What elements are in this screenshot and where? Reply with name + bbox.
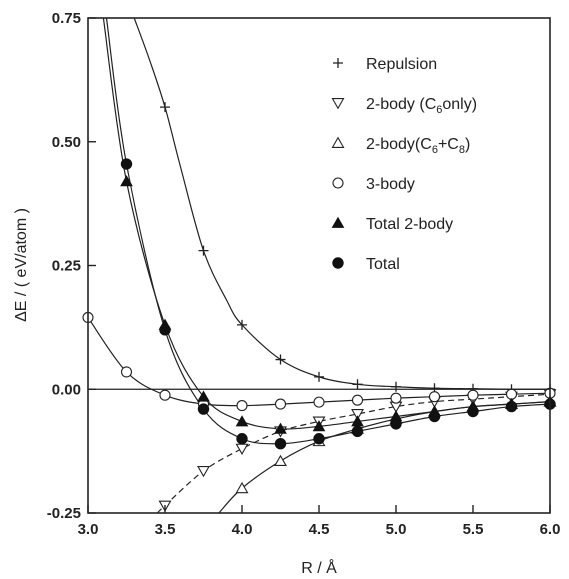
legend-label: Total <box>366 256 400 273</box>
legend-text: +C <box>438 136 459 153</box>
series-line-4 <box>103 18 550 429</box>
data-point <box>391 419 401 429</box>
data-point <box>276 355 286 365</box>
data-point <box>353 395 363 405</box>
data-point <box>160 325 170 335</box>
legend-label: Repulsion <box>366 56 437 73</box>
data-point <box>276 399 286 409</box>
legend-text: 2-body (C <box>366 96 436 113</box>
data-point <box>237 434 247 444</box>
legend-marker <box>333 178 343 188</box>
data-point <box>352 426 362 436</box>
legend-text: 2-body(C <box>366 136 432 153</box>
legend-marker <box>333 218 344 228</box>
data-point <box>275 456 286 466</box>
data-point <box>237 401 247 411</box>
y-tick-label: -0.25 <box>47 505 81 522</box>
y-axis-label: ΔE / ( eV/atom ) <box>13 208 30 322</box>
data-point <box>507 389 517 399</box>
x-tick-label: 3.5 <box>155 521 176 538</box>
x-axis-ticks: 3.0 3.5 4.0 4.5 5.0 5.5 6.0 <box>78 505 561 538</box>
data-point <box>198 467 209 477</box>
data-point <box>121 159 131 169</box>
data-point <box>122 367 132 377</box>
legend-label: 3-body <box>366 176 415 193</box>
series-line-0 <box>134 18 550 389</box>
legend-marker <box>333 138 344 148</box>
legend-marker <box>333 99 344 109</box>
data-point <box>429 411 439 421</box>
legend-text: ) <box>465 136 470 153</box>
data-point <box>314 434 324 444</box>
data-point <box>237 416 248 426</box>
x-tick-label: 4.0 <box>232 521 253 538</box>
data-point <box>160 390 170 400</box>
data-point <box>314 372 324 382</box>
data-point <box>237 444 248 454</box>
data-point <box>506 401 516 411</box>
legend-label: 2-body (C6only) <box>366 96 477 116</box>
legend-label: 2-body(C6+C8) <box>366 136 470 156</box>
series-markers <box>83 102 556 511</box>
data-point <box>160 102 170 112</box>
data-point <box>468 406 478 416</box>
y-tick-label: 0.25 <box>52 258 81 275</box>
x-axis-label: R / Å <box>301 558 337 577</box>
x-tick-label: 5.5 <box>463 521 484 538</box>
data-point <box>353 379 363 389</box>
data-point <box>430 392 440 402</box>
y-tick-label: 0.75 <box>52 10 81 27</box>
legend-marker <box>333 258 343 268</box>
data-point <box>199 246 209 256</box>
data-point <box>314 397 324 407</box>
data-point <box>198 404 208 414</box>
data-point <box>391 382 401 392</box>
legend: Repulsion 2-body (C6only) 2-body(C6+C8) 3-b… <box>333 56 478 273</box>
data-point <box>275 439 285 449</box>
data-point <box>391 393 401 403</box>
data-point <box>198 391 209 401</box>
legend-marker <box>333 58 343 68</box>
x-tick-label: 4.5 <box>309 521 330 538</box>
data-point <box>468 390 478 400</box>
legend-label: Total 2-body <box>366 216 453 233</box>
x-tick-label: 6.0 <box>540 521 561 538</box>
y-tick-label: 0.00 <box>52 381 81 398</box>
y-tick-label: 0.50 <box>52 134 81 151</box>
x-tick-label: 3.0 <box>78 521 99 538</box>
x-tick-label: 5.0 <box>386 521 407 538</box>
legend-text: only) <box>442 96 477 113</box>
series-line-3 <box>88 317 550 405</box>
